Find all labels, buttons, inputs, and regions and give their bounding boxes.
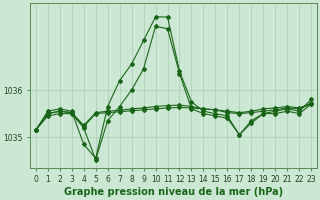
X-axis label: Graphe pression niveau de la mer (hPa): Graphe pression niveau de la mer (hPa) <box>64 187 283 197</box>
